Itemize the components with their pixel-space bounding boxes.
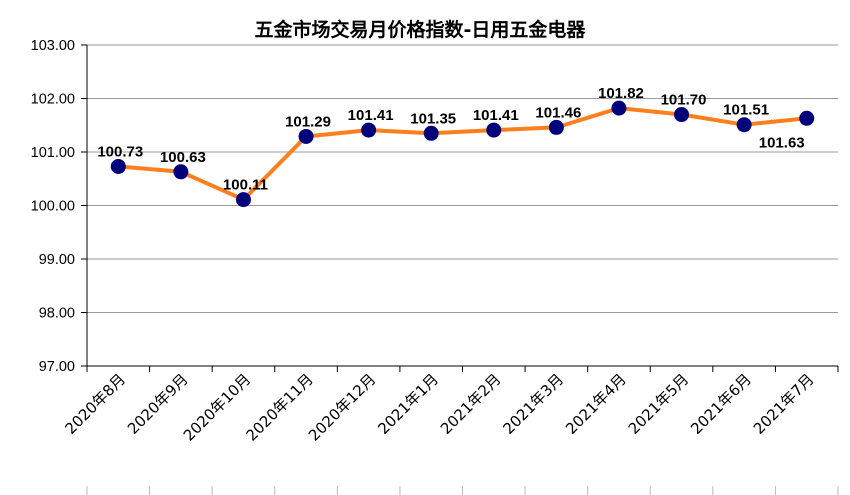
y-tick-label: 101.00	[31, 145, 75, 161]
data-point	[361, 122, 377, 138]
series-line	[118, 106, 807, 202]
x-tick-label: 2021年6月	[687, 370, 755, 438]
data-label: 101.41	[348, 107, 394, 124]
data-labels: 100.73 100.63 100.11 101.29 101.41 101.35 101.…	[97, 85, 804, 193]
data-point	[486, 122, 502, 138]
x-tick-label: 2021年4月	[562, 370, 630, 438]
y-tick-label: 97.00	[39, 359, 75, 375]
y-tick-labels: 97.00 98.00 99.00 100.00 101.00 102.00 103.00	[31, 38, 75, 375]
data-label: 101.82	[598, 85, 644, 102]
data-points	[110, 100, 815, 208]
x-tick-label: 2021年1月	[374, 370, 442, 438]
x-tick-label: 2021年7月	[750, 370, 818, 438]
data-point	[799, 110, 815, 126]
chart-title: 五金市场交易月价格指数-日用五金电器	[255, 18, 587, 41]
y-tick-label: 99.00	[39, 252, 75, 268]
data-point	[736, 117, 752, 133]
x-tick-label: 2020年12月	[305, 370, 379, 444]
data-point	[548, 119, 564, 135]
data-label: 100.63	[160, 149, 206, 166]
data-point	[674, 107, 690, 123]
data-label: 101.29	[285, 113, 331, 130]
data-label: 101.46	[535, 104, 581, 121]
x-tick-label: 2021年3月	[500, 370, 568, 438]
data-label: 100.11	[223, 177, 268, 194]
y-tick-label: 103.00	[31, 38, 75, 54]
x-tick-label: 2021年2月	[437, 370, 505, 438]
data-point	[298, 128, 314, 144]
x-tick-label: 2020年8月	[61, 370, 129, 438]
x-tick-label: 2021年5月	[625, 370, 693, 438]
data-point	[110, 158, 126, 174]
data-label: 101.63	[759, 134, 805, 151]
data-label: 101.51	[723, 102, 769, 119]
y-tick-label: 102.00	[31, 92, 75, 108]
y-tick-label: 100.00	[31, 199, 75, 215]
data-point	[611, 100, 627, 116]
data-label: 101.70	[661, 92, 707, 109]
data-point	[235, 192, 251, 208]
data-label: 101.35	[410, 110, 456, 127]
data-point	[173, 164, 189, 180]
x-tick-label: 2020年9月	[124, 370, 192, 438]
x-tick-labels: 2020年8月2020年9月2020年10月2020年11月2020年12月20…	[61, 370, 817, 444]
y-tick-label: 98.00	[39, 306, 75, 322]
data-point	[423, 125, 439, 141]
data-label: 101.41	[473, 107, 519, 124]
axes	[81, 44, 839, 495]
gridlines	[87, 44, 838, 313]
data-label: 100.73	[97, 143, 143, 160]
series-line-path	[118, 106, 807, 202]
